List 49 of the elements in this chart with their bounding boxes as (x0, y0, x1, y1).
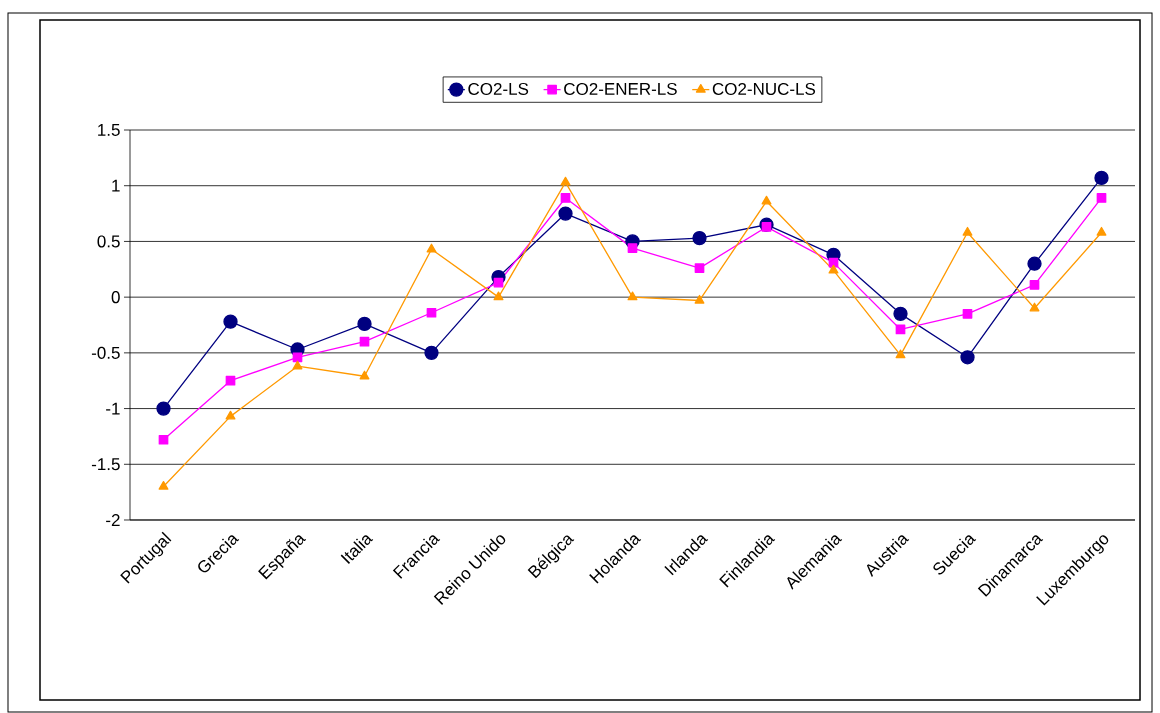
point (692, 230, 707, 246)
point (962, 226, 973, 236)
point (158, 434, 169, 445)
y-tick-label: -1 (106, 402, 120, 415)
point (895, 349, 906, 359)
y-tick-label: 0 (111, 291, 120, 304)
point (158, 480, 169, 490)
point (292, 352, 303, 363)
point (225, 375, 236, 386)
point (1096, 193, 1107, 203)
point (424, 345, 439, 361)
point (426, 307, 437, 318)
legend-label: CO2-NUC-LS (712, 82, 816, 95)
y-tick-label: 1.5 (98, 124, 120, 136)
point (1027, 256, 1042, 271)
point (1094, 170, 1109, 186)
y-tick-label: -0.5 (91, 346, 120, 359)
point (694, 294, 705, 304)
legend-label: CO2-LS (468, 82, 529, 95)
point (828, 264, 839, 274)
point (558, 206, 573, 221)
point (292, 360, 303, 370)
point (1096, 226, 1107, 236)
point (893, 306, 908, 322)
point (560, 176, 571, 186)
y-tick-label: 1 (112, 179, 120, 192)
point (225, 410, 236, 420)
point (493, 277, 504, 288)
point (359, 370, 370, 380)
point (761, 195, 772, 205)
y-tick-label: 0.5 (97, 235, 120, 248)
y-tick-label: -1.5 (91, 458, 120, 471)
point (1029, 302, 1040, 312)
point (761, 222, 772, 232)
point (357, 316, 372, 332)
point (694, 263, 705, 274)
legend-label: CO2-ENER-LS (564, 82, 677, 95)
point (223, 314, 238, 329)
point (426, 243, 437, 253)
y-tick-label: -2 (106, 514, 120, 526)
point (560, 193, 571, 203)
point (962, 309, 973, 319)
point (960, 350, 975, 365)
point (627, 291, 638, 301)
point (156, 401, 171, 416)
point (1029, 280, 1040, 290)
point (493, 291, 504, 301)
point (359, 336, 370, 347)
point (627, 243, 638, 253)
